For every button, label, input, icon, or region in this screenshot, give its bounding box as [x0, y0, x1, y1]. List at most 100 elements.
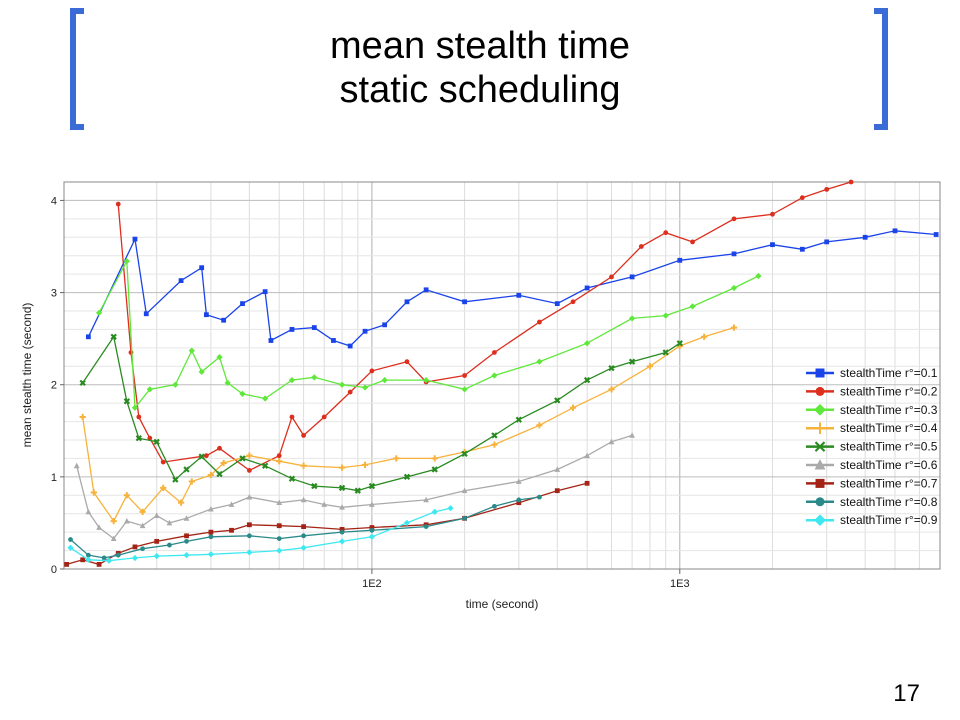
data-point [198, 453, 205, 460]
data-point [492, 503, 497, 509]
data-point [115, 201, 121, 207]
data-point [537, 494, 542, 500]
title-bracket-left [70, 8, 84, 130]
data-point [404, 299, 410, 305]
data-point [321, 414, 327, 420]
data-point [663, 230, 669, 236]
x-tick-label: 1E3 [670, 578, 690, 590]
data-point [629, 432, 635, 438]
data-point [862, 234, 868, 240]
data-point [799, 195, 805, 201]
data-point [85, 552, 91, 558]
legend-item: stealthTime r°=0.3 [806, 403, 938, 417]
data-point [730, 324, 738, 331]
data-point [80, 557, 86, 563]
data-point [96, 524, 102, 530]
data-point [154, 538, 160, 544]
data-point [300, 496, 307, 503]
title-line-1: mean stealth time [330, 25, 630, 67]
data-point [208, 534, 214, 540]
data-point [584, 480, 590, 486]
legend-item: stealthTime r°=0.2 [806, 384, 938, 398]
data-point [123, 258, 130, 265]
data-point [369, 525, 375, 530]
data-point [246, 549, 253, 556]
data-point [381, 376, 388, 384]
data-point [628, 358, 636, 365]
data-point [276, 536, 282, 541]
data-point [131, 404, 139, 411]
data-point [492, 350, 497, 355]
data-point [369, 368, 375, 374]
y-axis-label: mean stealth time (second) [20, 303, 34, 448]
legend-swatch-marker [815, 497, 825, 507]
legend-item: stealthTime r°=0.4 [806, 421, 938, 435]
plot-frame [63, 181, 941, 570]
data-point [208, 505, 214, 512]
data-point [221, 317, 227, 323]
data-point [755, 272, 762, 280]
data-point [570, 299, 576, 305]
data-point [608, 386, 615, 393]
data-point [135, 434, 143, 442]
data-point [462, 515, 467, 521]
data-point [183, 466, 190, 473]
series-line [76, 434, 633, 540]
data-point [608, 438, 615, 445]
data-point [123, 398, 131, 405]
data-point [147, 435, 153, 441]
legend-label: stealthTime r°=0.1 [840, 366, 938, 380]
data-point [153, 438, 160, 446]
data-point [362, 328, 368, 334]
legend-swatch-marker [814, 459, 826, 470]
data-point [404, 359, 410, 365]
data-point [79, 379, 86, 387]
data-point [300, 462, 307, 469]
data-point [311, 325, 317, 330]
legend-item: stealthTime r°=0.1 [806, 366, 938, 380]
data-point [368, 482, 376, 490]
data-point [491, 372, 498, 379]
data-point [347, 389, 353, 395]
data-point [207, 551, 215, 558]
legend-label: stealthTime r°=0.2 [840, 384, 938, 398]
data-point [423, 524, 429, 530]
data-point [403, 473, 411, 481]
data-point [447, 505, 454, 512]
data-point [462, 299, 467, 305]
data-point [139, 508, 146, 515]
data-point [515, 416, 522, 423]
data-point [583, 376, 591, 384]
data-point [516, 497, 522, 503]
data-point [554, 488, 560, 494]
data-point [95, 309, 103, 316]
data-point [537, 319, 542, 325]
data-point [276, 453, 282, 459]
data-point [338, 484, 346, 492]
data-point [583, 340, 591, 347]
series-layer [64, 179, 939, 567]
data-point [731, 251, 737, 257]
data-point [160, 484, 167, 492]
y-tick-label: 2 [51, 380, 57, 392]
data-point [799, 246, 805, 252]
data-point [731, 216, 737, 222]
data-point [115, 552, 121, 558]
data-point [101, 555, 107, 561]
y-tick-label: 1 [51, 472, 57, 484]
data-point [933, 232, 939, 237]
data-point [276, 458, 283, 465]
data-point [369, 501, 375, 507]
legend-item: stealthTime r°=0.9 [806, 513, 938, 527]
data-point [228, 501, 235, 507]
data-point [160, 459, 166, 465]
data-point [516, 500, 522, 506]
series-6 [73, 432, 635, 541]
data-point [892, 228, 898, 234]
legend-label: stealthTime r°=0.7 [840, 476, 938, 490]
data-point [132, 544, 138, 550]
data-point [515, 478, 522, 484]
legend-item: stealthTime r°=0.6 [806, 458, 938, 472]
data-point [339, 526, 345, 532]
data-point [268, 338, 274, 343]
